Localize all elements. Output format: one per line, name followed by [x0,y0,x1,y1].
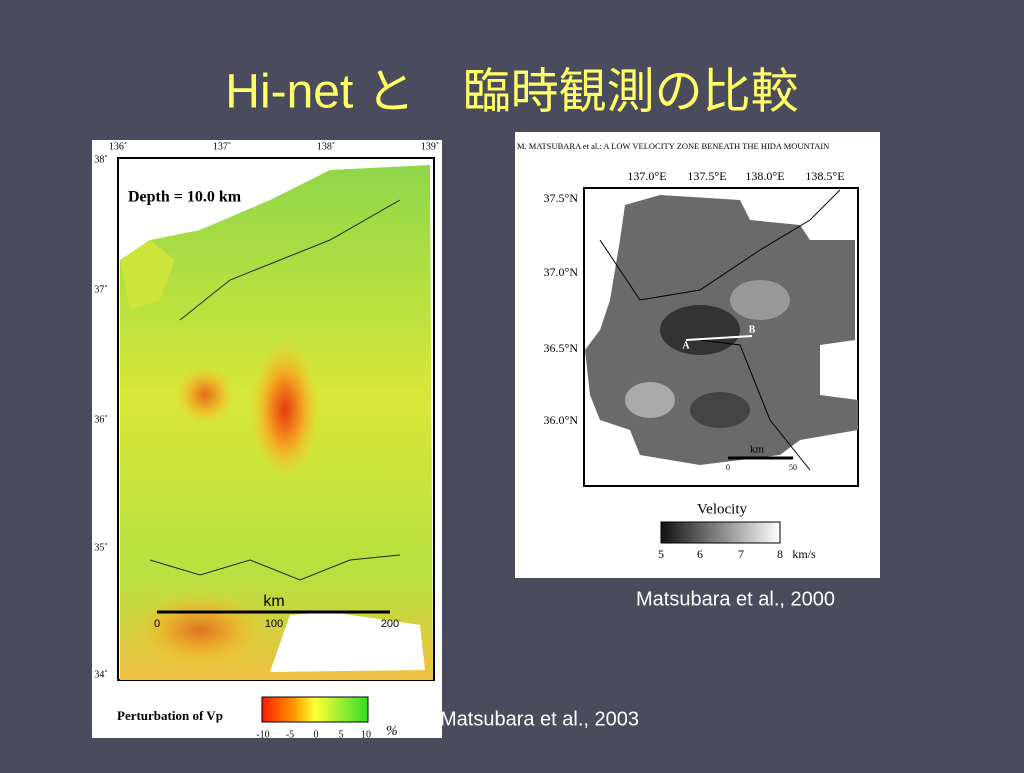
caption: Matsubara et al., 2000 [636,588,835,610]
lon-label: 136˚ [109,141,127,152]
caption: Matsubara et al., 2003 [440,708,639,730]
colorbar-tick: 8 [777,547,783,561]
scale-unit: km [263,593,284,610]
colorbar-tick: -10 [256,729,269,740]
scale-tick: 0 [154,618,160,630]
lat-label: 37˚ [94,284,107,295]
lat-label: 36.5°N [544,341,579,355]
colorbar-tick: 0 [314,729,319,740]
right-figure [515,132,880,578]
scale-unit: km [750,444,765,456]
colorbar-tick: 6 [697,547,703,561]
scale-tick: 50 [789,463,797,472]
depth-label: Depth = 10.0 km [128,189,242,206]
colorbar-tick: -5 [286,729,294,740]
colorbar-label: Perturbation of Vp [117,708,223,723]
point-label: A [682,340,690,351]
lat-label: 34˚ [94,669,107,680]
lon-label: 138.5°E [805,169,844,183]
lat-label: 35˚ [94,542,107,553]
slide-title: Hi-net と 臨時観測の比較 [225,66,798,119]
lat-label: 36˚ [94,414,107,425]
lon-label: 137˚ [213,141,231,152]
scale-tick: 100 [265,618,283,630]
lon-label: 138.0°E [745,169,784,183]
colorbar-unit: % [386,724,398,739]
left-figure [92,140,442,738]
lon-label: 137.5°E [687,169,726,183]
lat-label: 37.5°N [544,191,579,205]
scale-tick: 200 [381,618,399,630]
lon-label: 139˚ [421,141,439,152]
colorbar-tick: 5 [658,547,664,561]
lat-label: 38˚ [94,154,107,165]
colorbar-label: Velocity [697,501,747,517]
scale-tick: 0 [726,463,730,472]
colorbar-unit: km/s [792,547,816,561]
colorbar-tick: 7 [738,547,744,561]
lat-label: 36.0°N [544,413,579,427]
lon-label: 137.0°E [627,169,666,183]
point-label: B [749,324,756,335]
lat-label: 37.0°N [544,265,579,279]
colorbar-tick: 10 [361,729,371,740]
figure-header: M. MATSUBARA et al.: A LOW VELOCITY ZONE… [517,141,829,151]
colorbar-tick: 5 [339,729,344,740]
lon-label: 138˚ [317,141,335,152]
